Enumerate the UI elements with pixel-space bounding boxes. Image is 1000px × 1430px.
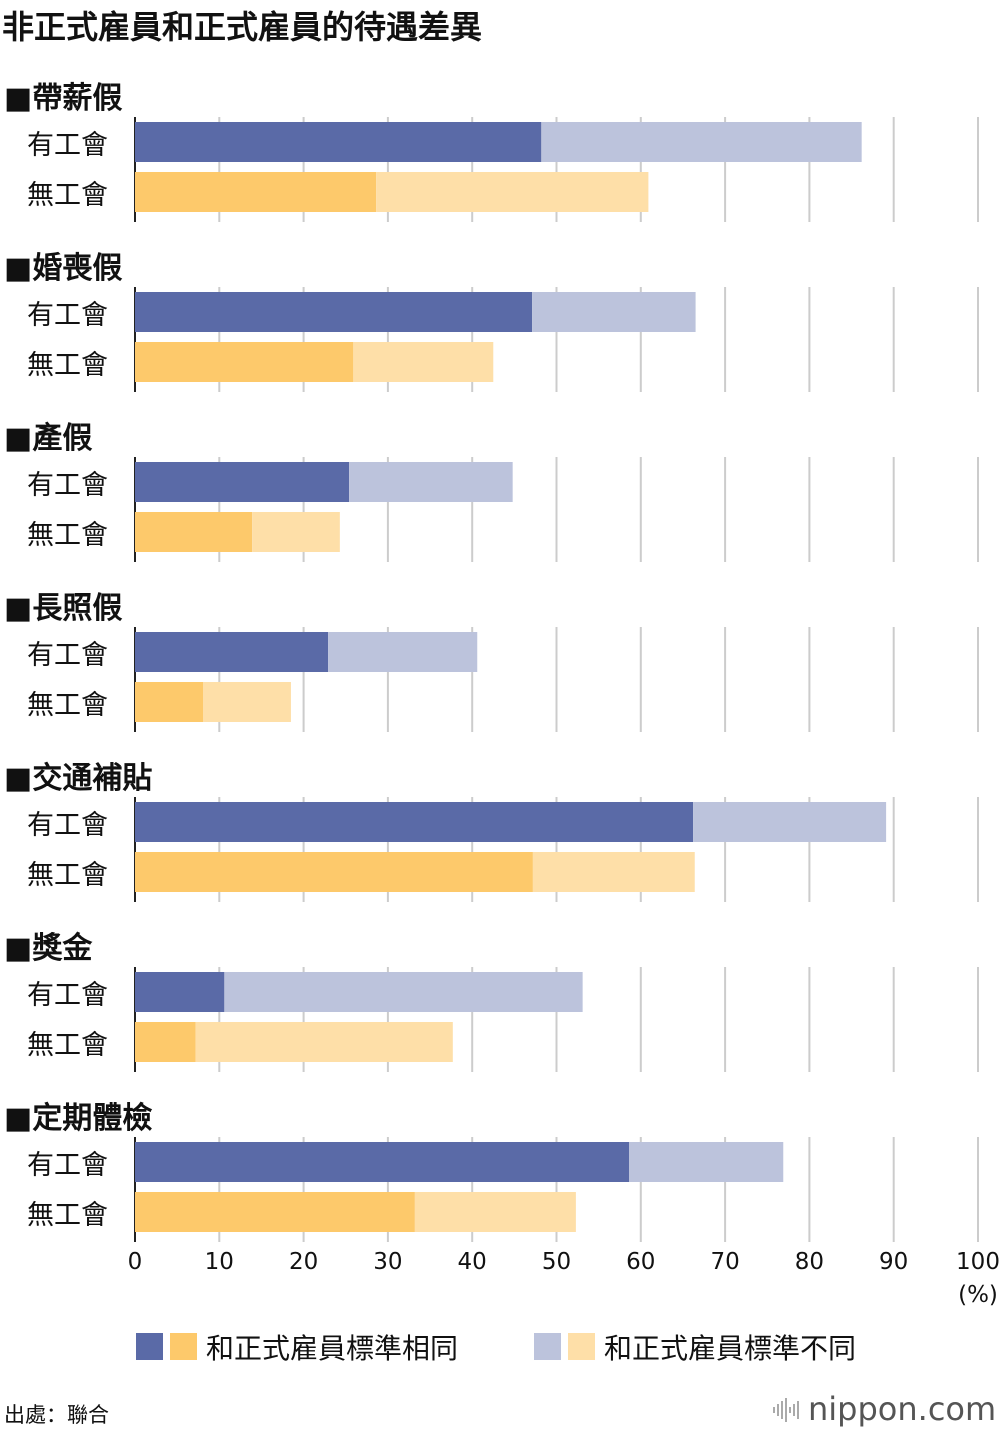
group-title: ■交通補貼	[4, 761, 152, 796]
bar-different	[353, 342, 494, 382]
row-label: 有工會	[27, 980, 108, 1011]
row-label: 無工會	[27, 860, 108, 891]
x-tick-label: 50	[542, 1249, 571, 1275]
brand-logo: nippon.com	[808, 1390, 996, 1428]
bar-same	[135, 172, 377, 212]
row-label: 有工會	[27, 130, 108, 161]
chart-title: 非正式雇員和正式雇員的待遇差異	[2, 8, 482, 46]
row-label: 有工會	[27, 300, 108, 331]
group-title: ■長照假	[4, 591, 122, 626]
x-tick-label: 70	[710, 1249, 739, 1275]
x-tick-label: 60	[626, 1249, 655, 1275]
bar-same	[135, 632, 329, 672]
group-title: ■產假	[4, 421, 92, 456]
x-tick-label: 30	[373, 1249, 402, 1275]
bar-different	[195, 1022, 453, 1062]
bar-different	[541, 122, 862, 162]
bar-different	[414, 1192, 576, 1232]
bar-different	[328, 632, 478, 672]
bar-different	[532, 852, 695, 892]
bar-same	[135, 1022, 196, 1062]
bar-different	[224, 972, 583, 1012]
group-title: ■婚喪假	[4, 251, 122, 286]
bar-different	[203, 682, 291, 722]
row-label: 無工會	[27, 1200, 108, 1231]
bar-same	[135, 682, 204, 722]
bar-same	[135, 1142, 629, 1182]
bar-different	[376, 172, 649, 212]
bar-different	[349, 462, 513, 502]
x-tick-label: 40	[458, 1249, 487, 1275]
row-label: 無工會	[27, 690, 108, 721]
row-label: 無工會	[27, 350, 108, 381]
group-title: ■帶薪假	[4, 81, 122, 116]
row-label: 無工會	[27, 1030, 108, 1061]
bar-different	[628, 1142, 784, 1182]
x-axis-unit: (%)	[958, 1282, 998, 1308]
x-tick-label: 100	[956, 1249, 1000, 1275]
legend-swatch-nounion-same	[170, 1333, 197, 1360]
bar-same	[135, 342, 354, 382]
legend-same-label: 和正式雇員標準相同	[206, 1332, 458, 1365]
x-tick-label: 0	[128, 1249, 143, 1275]
bar-same	[135, 122, 542, 162]
bar-same	[135, 972, 225, 1012]
bar-same	[135, 512, 253, 552]
row-label: 有工會	[27, 640, 108, 671]
bar-same	[135, 462, 350, 502]
legend-swatch-nounion-diff	[568, 1333, 595, 1360]
bar-different	[252, 512, 340, 552]
legend-swatch-union-diff	[534, 1333, 561, 1360]
x-tick-label: 20	[289, 1249, 318, 1275]
group-title: ■獎金	[4, 931, 93, 966]
source-note: 出處：聯合	[4, 1403, 109, 1427]
x-tick-label: 10	[205, 1249, 234, 1275]
row-label: 有工會	[27, 470, 108, 501]
bar-same	[135, 1192, 415, 1232]
group-title: ■定期體檢	[4, 1101, 152, 1136]
x-tick-label: 90	[879, 1249, 908, 1275]
legend-different-label: 和正式雇員標準不同	[604, 1332, 856, 1365]
bar-same	[135, 852, 533, 892]
row-label: 無工會	[27, 520, 108, 551]
row-label: 有工會	[27, 810, 108, 841]
bar-same	[135, 292, 533, 332]
x-tick-label: 80	[795, 1249, 824, 1275]
row-label: 有工會	[27, 1150, 108, 1181]
bar-different	[532, 292, 696, 332]
bar-same	[135, 802, 694, 842]
bar-different	[693, 802, 887, 842]
legend-swatch-union-same	[136, 1333, 163, 1360]
row-label: 無工會	[27, 180, 108, 211]
